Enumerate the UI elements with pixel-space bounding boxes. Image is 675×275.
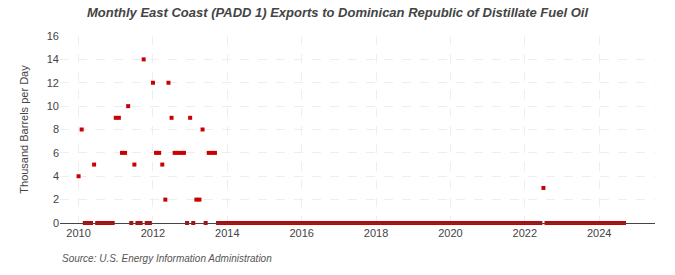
svg-text:0: 0 [53, 217, 59, 229]
svg-text:12: 12 [47, 77, 59, 89]
svg-text:2022: 2022 [513, 227, 537, 239]
svg-text:4: 4 [53, 170, 59, 182]
svg-text:2024: 2024 [587, 227, 611, 239]
svg-text:2014: 2014 [215, 227, 239, 239]
svg-text:Source: U.S. Energy Informatio: Source: U.S. Energy Information Administ… [62, 253, 272, 264]
svg-text:14: 14 [47, 53, 59, 65]
svg-text:8: 8 [53, 123, 59, 135]
svg-text:6: 6 [53, 147, 59, 159]
svg-text:Thousand Barrels per Day: Thousand Barrels per Day [18, 65, 30, 194]
svg-text:2016: 2016 [289, 227, 313, 239]
svg-text:2018: 2018 [364, 227, 388, 239]
svg-text:2010: 2010 [66, 227, 90, 239]
svg-text:2020: 2020 [438, 227, 462, 239]
svg-text:2: 2 [53, 193, 59, 205]
svg-text:16: 16 [47, 30, 59, 42]
svg-text:Monthly East Coast (PADD 1) Ex: Monthly East Coast (PADD 1) Exports to D… [87, 5, 588, 20]
svg-text:10: 10 [47, 100, 59, 112]
svg-text:2012: 2012 [141, 227, 165, 239]
